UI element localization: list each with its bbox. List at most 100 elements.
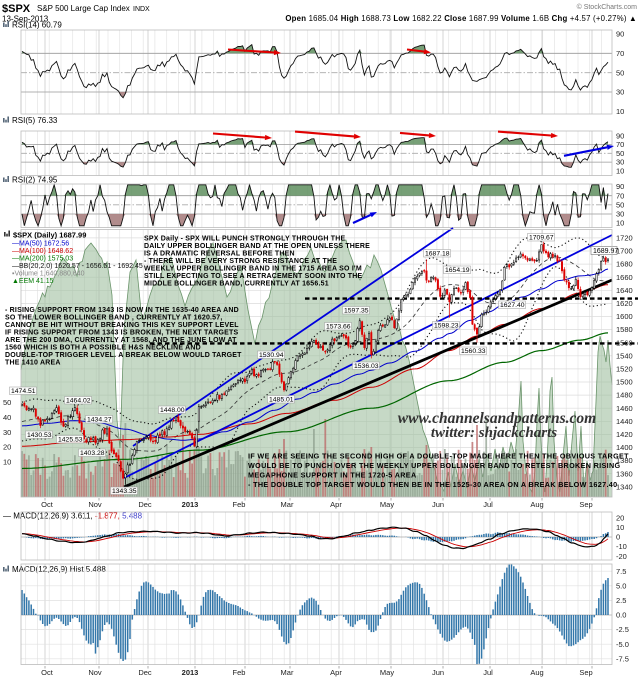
svg-text:20: 20 [616,513,624,522]
svg-text:1536.03: 1536.03 [354,363,379,370]
svg-text:1360: 1360 [616,469,633,478]
svg-text:13-Sep-2013: 13-Sep-2013 [2,15,49,24]
svg-text:1580: 1580 [616,325,633,334]
svg-text:10: 10 [616,107,624,116]
svg-text:MACD(12,26,9) Hist 5.488: MACD(12,26,9) Hist 5.488 [12,565,106,574]
svg-text:-5.0: -5.0 [616,640,629,649]
svg-text:7.5: 7.5 [616,567,626,576]
svg-text:Nov: Nov [88,668,102,677]
svg-text:Oct: Oct [41,500,54,509]
svg-text:RSI(14) 60.79: RSI(14) 60.79 [12,21,62,30]
svg-text:twitter: shjackcharts: twitter: shjackcharts [431,425,557,441]
svg-text:Apr: Apr [330,668,342,677]
svg-text:1340: 1340 [616,482,633,491]
svg-text:1400: 1400 [616,443,633,452]
svg-text:50: 50 [616,149,624,158]
svg-text:Feb: Feb [233,668,246,677]
svg-text:▪Volume 1,640,880,640: ▪Volume 1,640,880,640 [12,271,85,278]
svg-text:RSI(2) 74.95: RSI(2) 74.95 [12,176,58,185]
svg-text:1403.28: 1403.28 [80,450,105,457]
svg-text:- THE DOUBLE TOP TARGET WOULD: - THE DOUBLE TOP TARGET WOULD THEN BE IN… [248,480,618,489]
svg-text:90: 90 [616,182,624,191]
svg-text:1573.66: 1573.66 [326,324,351,331]
svg-text:1430.53: 1430.53 [27,432,52,439]
svg-text:1598.23: 1598.23 [434,323,459,330]
svg-text:Dec: Dec [138,668,152,677]
svg-text:Feb: Feb [233,500,246,509]
svg-text:1343.35: 1343.35 [112,488,137,495]
svg-text:1480: 1480 [616,391,633,400]
svg-text:1700: 1700 [616,247,633,256]
svg-text:THE 1410 AREA: THE 1410 AREA [5,360,61,367]
svg-text:May: May [380,500,394,509]
svg-text:1380: 1380 [616,456,633,465]
svg-text:2.5: 2.5 [616,596,626,605]
svg-text:May: May [380,668,394,677]
svg-text:90: 90 [616,131,624,140]
svg-text:Sep: Sep [579,500,592,509]
svg-text:ARE THE 200 DMA, CURRENTLY AT: ARE THE 200 DMA, CURRENTLY AT 1568, AND … [5,337,237,344]
svg-text:1530.94: 1530.94 [259,352,284,359]
svg-text:-10: -10 [616,542,627,551]
svg-text:1720: 1720 [616,234,633,243]
svg-text:40: 40 [3,413,11,422]
svg-text:1709.67: 1709.67 [529,235,554,242]
svg-text:30: 30 [616,158,624,167]
svg-text:10: 10 [616,523,624,532]
svg-text:Mar: Mar [281,668,294,677]
svg-text:Jul: Jul [483,500,493,509]
svg-text:30: 30 [3,428,11,437]
svg-text:INDX: INDX [133,6,150,13]
svg-text:1640: 1640 [616,286,633,295]
svg-text:1654.19: 1654.19 [445,267,470,274]
svg-text:Jun: Jun [432,500,444,509]
svg-text:0: 0 [616,533,620,542]
svg-text:1687.18: 1687.18 [425,251,450,258]
svg-text:1620: 1620 [616,299,633,308]
svg-text:50: 50 [616,200,624,209]
svg-text:1448.00: 1448.00 [160,407,185,414]
svg-text:50: 50 [3,398,11,407]
svg-text:MEGAPHONE SUPPORT IN THE 1720-: MEGAPHONE SUPPORT IN THE 1720-5 AREA [248,471,417,480]
svg-text:1500: 1500 [616,378,633,387]
svg-text:Mar: Mar [281,500,294,509]
svg-text:90: 90 [616,30,624,39]
svg-text:Oct: Oct [41,668,54,677]
svg-text:5.0: 5.0 [616,581,626,590]
svg-text:WOULD BE TO PUNCH OVER THE WEE: WOULD BE TO PUNCH OVER THE WEEKLY UPPER … [248,461,621,470]
svg-text:30: 30 [616,88,624,97]
svg-text:-20: -20 [616,552,627,561]
svg-text:10: 10 [616,219,624,228]
svg-text:70: 70 [616,49,624,58]
svg-text:Jul: Jul [483,668,493,677]
svg-text:20: 20 [3,443,11,452]
svg-text:DOUBLE-TOP TRIGGER LEVEL. A BR: DOUBLE-TOP TRIGGER LEVEL. A BREAK BELOW … [5,352,242,359]
svg-text:1560 WHICH IS BOTH A POSSIBLE: 1560 WHICH IS BOTH A POSSIBLE H&S NECKLI… [5,345,201,352]
svg-text:1689.97: 1689.97 [593,248,618,255]
svg-text:WEEKLY UPPER BOLLINGER BAND IN: WEEKLY UPPER BOLLINGER BAND IN THE 1715 … [144,266,362,273]
svg-text:1560.33: 1560.33 [461,348,486,355]
svg-text:- THERE WILL BE VERY STRONG RE: - THERE WILL BE VERY STRONG RESISTANCE A… [144,258,337,265]
svg-text:2013: 2013 [182,668,199,677]
svg-text:1540: 1540 [616,351,633,360]
svg-text:1627.40: 1627.40 [500,302,525,309]
svg-text:$SPX (Daily) 1687.99: $SPX (Daily) 1687.99 [13,231,86,240]
svg-text:Open 1685.04 High 1688.73 Low: Open 1685.04 High 1688.73 Low 1682.22 Cl… [285,14,637,23]
svg-text:Sep: Sep [579,668,592,677]
svg-text:S&P 500 Large Cap Index: S&P 500 Large Cap Index [37,4,130,13]
svg-text:1464.02: 1464.02 [66,398,91,405]
svg-text:SO THE LOWER BOLLINGER BAND ,: SO THE LOWER BOLLINGER BAND , CURRENTLY … [5,315,223,322]
svg-text:Dec: Dec [138,500,152,509]
svg-text:1434.27: 1434.27 [87,417,112,424]
svg-text:IF WE ARE SEEING THE SECOND HI: IF WE ARE SEEING THE SECOND HIGH OF A DO… [248,452,629,461]
svg-text:Aug: Aug [530,500,543,509]
svg-text:1600: 1600 [616,312,633,321]
svg-text:DAILY UPPER BOLLINGER BAND AT: DAILY UPPER BOLLINGER BAND AT THE OPEN U… [144,243,370,250]
svg-text:1425.53: 1425.53 [58,437,83,444]
svg-text:—MA(50) 1672.56: —MA(50) 1672.56 [12,241,69,248]
svg-text:50: 50 [616,68,624,77]
svg-text:1474.51: 1474.51 [11,388,36,395]
svg-text:Nov: Nov [88,500,102,509]
svg-text:1460: 1460 [616,404,633,413]
svg-text:STILL EXPECTING TO SEE A RETRA: STILL EXPECTING TO SEE A RETRACEMENT SOO… [144,273,362,280]
